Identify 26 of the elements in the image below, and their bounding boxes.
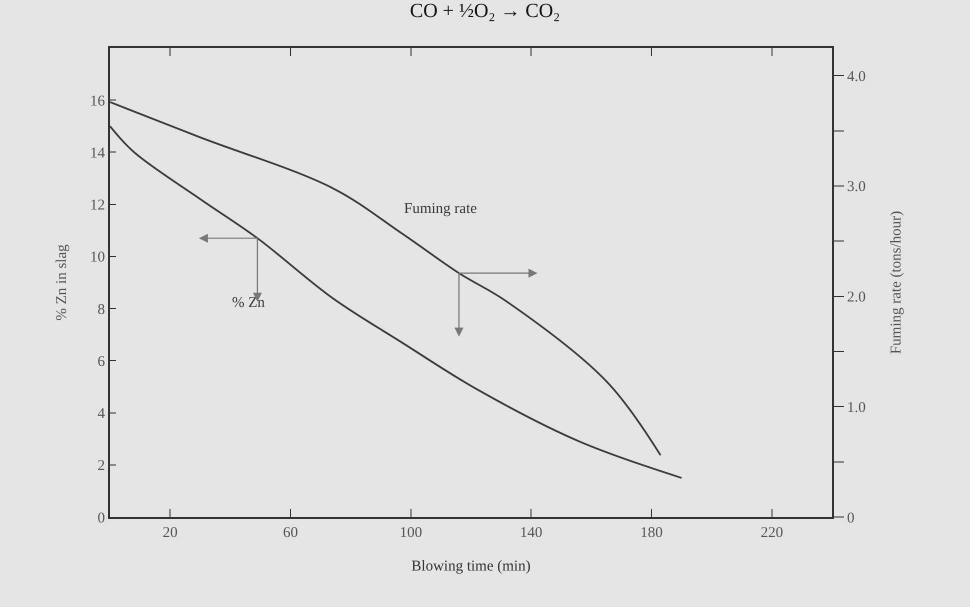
x-tick-label: 220 [760, 525, 784, 541]
y-tick-label: 6 [98, 354, 106, 370]
y2-tick-label: 4.0 [847, 68, 866, 85]
y-tick-label: 0 [98, 510, 105, 526]
x-tick-label: 140 [520, 525, 542, 541]
x-axis-title: Blowing time (min) [411, 558, 531, 574]
chart-title: CO + ½O₂ → CO₂ [410, 0, 560, 22]
y-tick-label: 8 [98, 302, 105, 318]
x-tick-label: 60 [283, 525, 298, 541]
y2-tick-label: 3.0 [847, 179, 866, 196]
y-tick-label: 2 [98, 458, 105, 474]
x-tick-label: 20 [162, 525, 178, 541]
y-tick-label: 4 [98, 406, 106, 422]
y2-axis-title: Fuming rate (tons/hour) [888, 210, 904, 354]
y-axis-title: % Zn in slag [54, 244, 70, 321]
series-label: Fuming rate [404, 201, 478, 217]
y2-tick-label: 0 [847, 510, 854, 526]
text: % Zn [232, 295, 266, 311]
y-tick-label: 14 [90, 145, 106, 162]
x-tick-label: 100 [400, 525, 422, 541]
y2-tick-label: 1.0 [847, 400, 866, 416]
y2-tick-label: 2.0 [847, 290, 866, 306]
x-tick-label: 180 [640, 525, 663, 541]
y-tick-label: 12 [90, 198, 105, 214]
y-tick-label: 10 [90, 250, 105, 266]
y-tick-label: 16 [90, 93, 106, 110]
